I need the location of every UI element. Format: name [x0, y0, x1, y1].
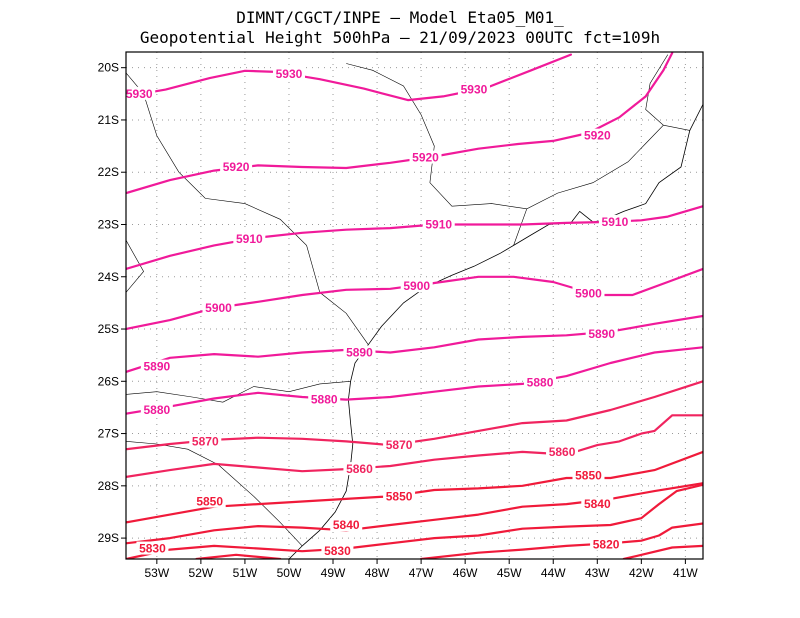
- y-tick-label: 29S: [98, 531, 119, 545]
- y-tick-label: 20S: [98, 61, 119, 75]
- contour-line-5860: [126, 414, 703, 478]
- x-tick-label: 46W: [453, 566, 478, 580]
- contour-label-bg: [598, 214, 631, 228]
- x-tick-label: 45W: [497, 566, 522, 580]
- chart-title-line-2: Geopotential Height 500hPa – 21/09/2023 …: [140, 28, 660, 47]
- contour-label-bg: [233, 232, 266, 246]
- contour-label: 5900: [575, 286, 602, 300]
- x-tick-label: 47W: [409, 566, 434, 580]
- contour-label: 5860: [549, 445, 576, 459]
- x-tick-label: 51W: [233, 566, 258, 580]
- contour-label: 5850: [196, 495, 223, 509]
- contour-label: 5870: [192, 434, 219, 448]
- contour-label-bg: [126, 86, 156, 100]
- contour-label: 5890: [588, 327, 615, 341]
- contour-labels: 5930 5930 5930 5920 5920 5920 5910 5910 5910 5900…: [126, 66, 631, 558]
- contour-label: 5930: [276, 67, 303, 81]
- x-tick-label: 52W: [189, 566, 214, 580]
- contour-line-5820: [195, 553, 282, 559]
- contour-label: 5860: [346, 462, 373, 476]
- contour-label: 5820: [593, 537, 620, 551]
- contour-label-bg: [140, 359, 173, 373]
- contour-label-bg: [202, 301, 235, 315]
- contour-label-bg: [581, 497, 614, 511]
- x-tick-label: 53W: [144, 566, 169, 580]
- y-tick-label: 21S: [98, 113, 119, 127]
- contour-label-bg: [189, 434, 222, 448]
- y-tick-label: 26S: [98, 374, 119, 388]
- contour-label-bg: [272, 66, 305, 80]
- contour-label-bg: [330, 518, 363, 532]
- contour-label: 5830: [139, 542, 166, 556]
- x-tick-label: 42W: [629, 566, 654, 580]
- plot-frame: [125, 51, 704, 560]
- y-tick-label: 24S: [98, 270, 119, 284]
- x-tick-label: 50W: [277, 566, 302, 580]
- contour-label-bg: [422, 217, 455, 231]
- contour-label: 5880: [143, 403, 170, 417]
- contour-label-bg: [590, 537, 623, 551]
- y-tick-label: 28S: [98, 479, 119, 493]
- contour-label: 5890: [346, 346, 373, 360]
- contour-label-bg: [572, 286, 605, 300]
- contour-label-bg: [585, 327, 618, 341]
- contour-label: 5880: [527, 375, 554, 389]
- contour-label-bg: [193, 494, 226, 508]
- contour-label-bg: [546, 444, 579, 458]
- contour-label: 5910: [602, 215, 629, 229]
- y-tick-label: 23S: [98, 217, 119, 231]
- contour-label-bg: [383, 438, 416, 452]
- contour-line-5810: [622, 544, 703, 559]
- contour-label: 5910: [425, 217, 452, 231]
- axes: 53W 52W 51W 50W 49W 48W 47W 46W 45W 44W 43W 42W 41W 2…: [98, 61, 699, 580]
- contour-label: 5920: [584, 129, 611, 143]
- state-border: [126, 72, 369, 345]
- x-tick-label: 43W: [585, 566, 610, 580]
- contour-label: 5840: [584, 497, 611, 511]
- contour-line-5880: [126, 346, 703, 415]
- contour-label: 5920: [412, 151, 439, 165]
- contour-label: 5850: [386, 489, 413, 503]
- x-tick-label: 41W: [673, 566, 698, 580]
- contour-label: 5930: [461, 83, 488, 97]
- x-tick-label: 48W: [365, 566, 390, 580]
- contour-label-bg: [343, 345, 376, 359]
- contour-line-5930: [126, 53, 572, 102]
- state-border: [346, 63, 527, 210]
- contour-label: 5900: [403, 279, 430, 293]
- state-border: [126, 240, 144, 293]
- x-tick-label: 44W: [541, 566, 566, 580]
- y-tick-label: 27S: [98, 427, 119, 441]
- contour-label-bg: [572, 468, 605, 482]
- contour-label: 5850: [575, 468, 602, 482]
- contour-label: 5840: [333, 518, 360, 532]
- contour-label-bg: [524, 375, 557, 389]
- contour-label-bg: [220, 159, 253, 173]
- contour-label-bg: [400, 279, 433, 293]
- contour-label: 5880: [311, 393, 338, 407]
- contour-label: 5910: [236, 232, 263, 246]
- contour-label-bg: [321, 544, 354, 558]
- contour-label-bg: [136, 541, 169, 555]
- contour-label-bg: [140, 403, 173, 417]
- state-border: [645, 54, 690, 131]
- y-tick-label: 25S: [98, 322, 119, 336]
- contour-label: 5930: [126, 87, 153, 101]
- contour-label: 5870: [386, 438, 413, 452]
- contour-label: 5920: [223, 160, 250, 174]
- contour-label-bg: [383, 489, 416, 503]
- contour-label-bg: [457, 82, 490, 96]
- contour-label: 5900: [205, 301, 232, 315]
- contour-line-5830: [126, 483, 703, 559]
- contour-label-bg: [581, 128, 614, 142]
- y-tick-label: 22S: [98, 165, 119, 179]
- contour-label: 5830: [324, 544, 351, 558]
- contour-label: 5890: [143, 360, 170, 374]
- contour-label-bg: [343, 462, 376, 476]
- chart-title-line-1: DIMNT/CGCT/INPE – Model Eta05_M01_: [236, 8, 564, 27]
- contour-label-bg: [308, 392, 341, 406]
- contour-label-bg: [409, 150, 442, 164]
- x-tick-label: 49W: [321, 566, 346, 580]
